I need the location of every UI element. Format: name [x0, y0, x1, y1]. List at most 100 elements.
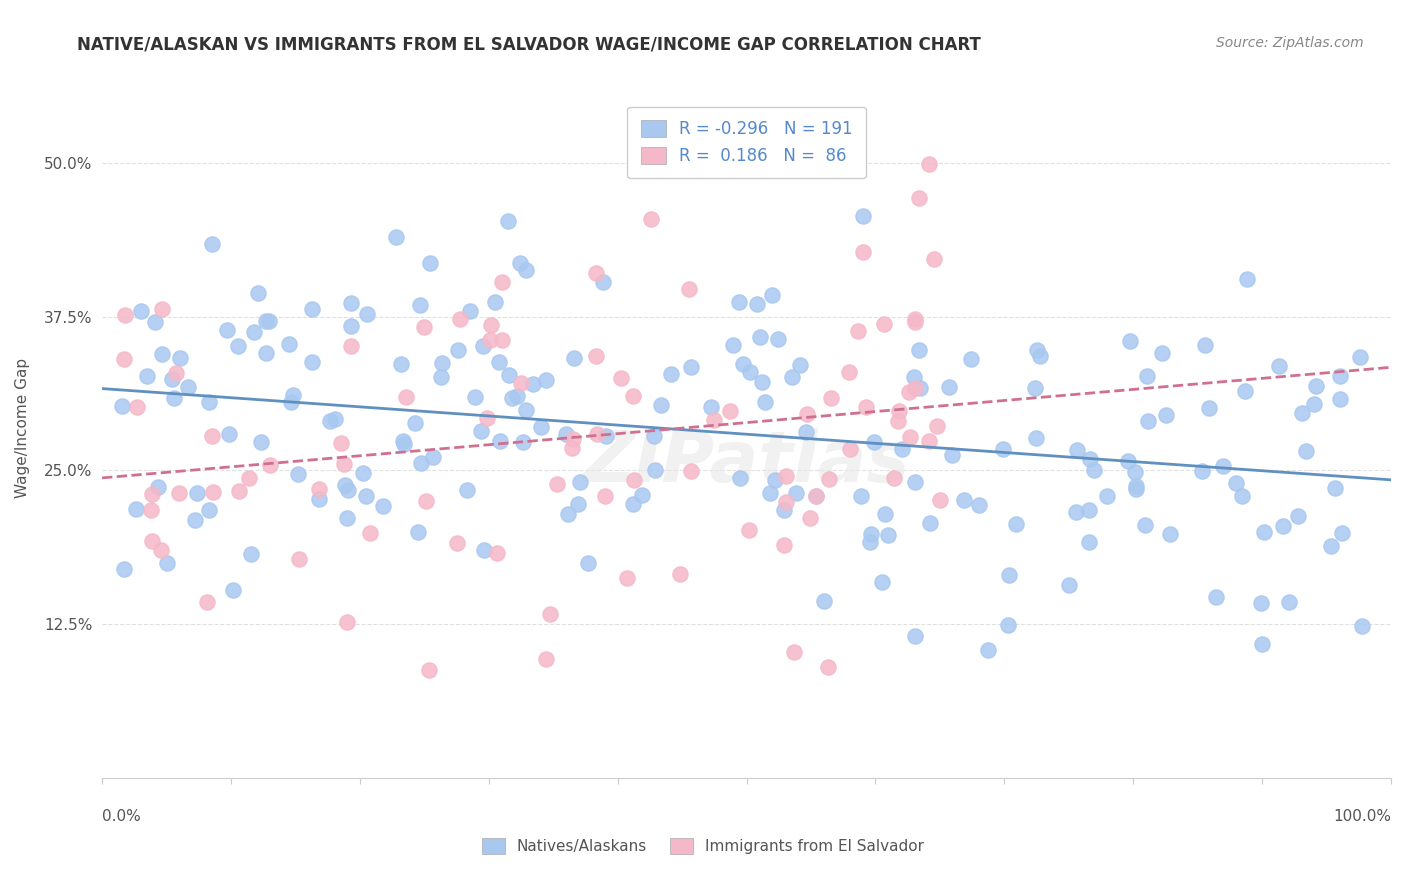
Point [1083, 462, 1105, 476]
Point [567, 497, 589, 511]
Point [141, 534, 163, 549]
Point [1232, 489, 1254, 503]
Point [165, 366, 187, 380]
Point [1116, 454, 1139, 468]
Point [257, 314, 280, 328]
Point [505, 389, 527, 403]
Point [623, 473, 645, 487]
Point [201, 237, 224, 252]
Point [1212, 458, 1234, 473]
Point [1251, 637, 1274, 651]
Point [766, 332, 789, 346]
Point [359, 526, 381, 541]
Point [404, 416, 426, 430]
Point [546, 477, 568, 491]
Point [887, 403, 910, 417]
Point [595, 429, 617, 443]
Point [1025, 431, 1047, 445]
Point [281, 387, 304, 401]
Point [718, 404, 741, 418]
Point [333, 478, 356, 492]
Point [538, 607, 561, 621]
Point [1025, 343, 1047, 357]
Point [554, 427, 576, 442]
Point [1319, 539, 1341, 553]
Point [488, 355, 510, 369]
Point [941, 449, 963, 463]
Point [789, 359, 811, 373]
Point [749, 330, 772, 344]
Point [308, 491, 330, 506]
Point [838, 366, 860, 380]
Point [998, 567, 1021, 582]
Point [813, 594, 835, 608]
Text: ZIPatlas: ZIPatlas [583, 428, 910, 497]
Point [155, 557, 177, 571]
Point [167, 486, 190, 500]
Point [1078, 503, 1101, 517]
Point [1236, 271, 1258, 285]
Point [150, 301, 173, 316]
Point [1150, 345, 1173, 359]
Point [308, 482, 330, 496]
Point [510, 376, 533, 391]
Point [1080, 452, 1102, 467]
Point [904, 629, 927, 643]
Point [977, 643, 1000, 657]
Point [751, 375, 773, 389]
Point [631, 488, 654, 502]
Point [953, 493, 976, 508]
Point [621, 497, 644, 511]
Point [498, 368, 520, 383]
Point [727, 294, 749, 309]
Point [863, 435, 886, 450]
Point [876, 528, 898, 542]
Point [186, 485, 208, 500]
Point [738, 523, 761, 537]
Point [488, 434, 510, 449]
Point [136, 369, 159, 384]
Point [484, 295, 506, 310]
Point [1329, 368, 1351, 383]
Point [794, 425, 817, 440]
Point [125, 401, 148, 415]
Point [585, 267, 607, 281]
Point [754, 395, 776, 409]
Point [392, 434, 415, 448]
Point [515, 263, 537, 277]
Point [1198, 401, 1220, 415]
Point [337, 483, 360, 498]
Point [616, 571, 638, 585]
Point [592, 275, 614, 289]
Point [413, 320, 436, 334]
Point [336, 615, 359, 629]
Point [1028, 349, 1050, 363]
Point [169, 351, 191, 365]
Point [593, 489, 616, 503]
Point [509, 256, 531, 270]
Point [430, 356, 453, 370]
Point [198, 503, 221, 517]
Point [218, 427, 240, 442]
Point [197, 394, 219, 409]
Point [855, 400, 877, 414]
Point [301, 355, 323, 369]
Point [491, 333, 513, 347]
Point [733, 358, 755, 372]
Point [114, 308, 136, 322]
Point [887, 414, 910, 428]
Point [917, 434, 939, 448]
Point [464, 390, 486, 404]
Point [354, 489, 377, 503]
Point [160, 372, 183, 386]
Point [534, 373, 557, 387]
Point [143, 315, 166, 329]
Point [456, 483, 478, 498]
Point [240, 547, 263, 561]
Point [928, 492, 950, 507]
Point [1066, 442, 1088, 457]
Point [530, 420, 553, 434]
Point [1350, 619, 1372, 633]
Point [804, 489, 827, 503]
Point [967, 499, 990, 513]
